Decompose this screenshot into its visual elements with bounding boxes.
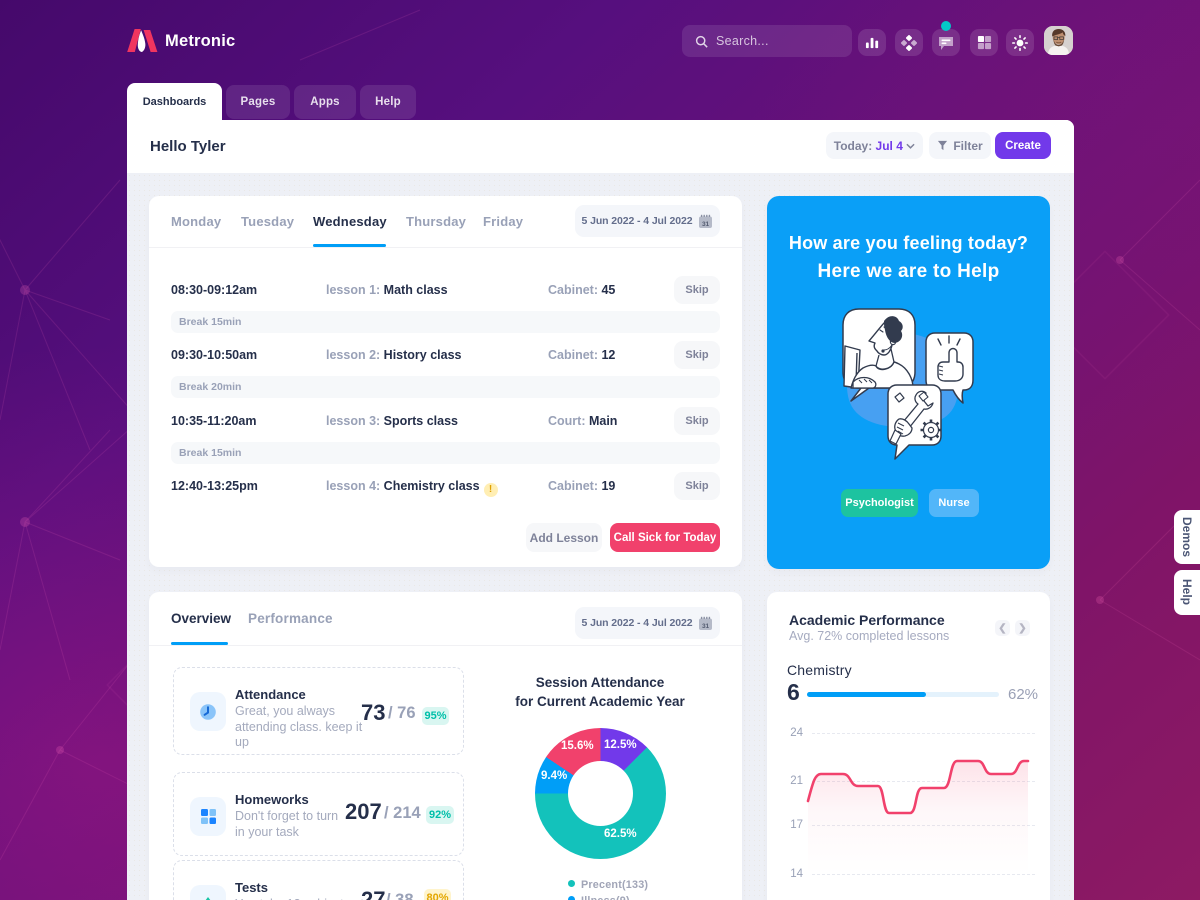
svg-text:31: 31 <box>702 220 710 227</box>
svg-text:31: 31 <box>702 622 710 629</box>
